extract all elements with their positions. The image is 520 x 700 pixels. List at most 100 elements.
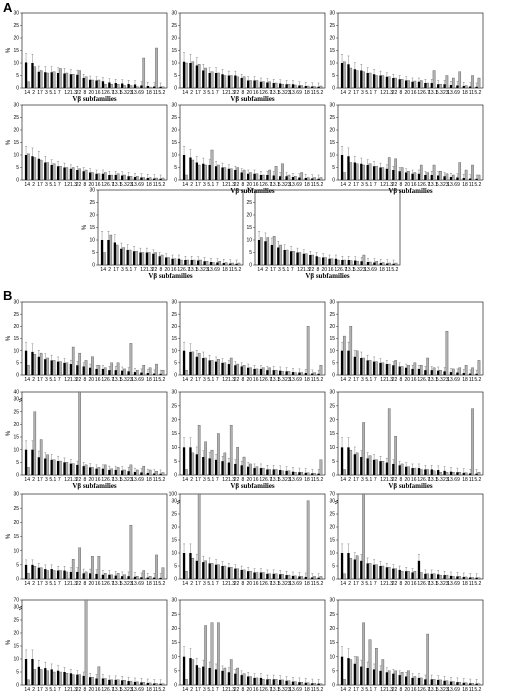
- bar-sample: [148, 469, 152, 476]
- y-tick-label: 10: [171, 61, 177, 67]
- bar-control: [340, 63, 344, 88]
- bar-control: [221, 461, 224, 475]
- bar-sample: [59, 68, 62, 89]
- bar-control: [31, 351, 34, 375]
- bar-control: [311, 473, 314, 475]
- plot-frame: [337, 599, 484, 686]
- bar-control: [108, 82, 111, 88]
- bar-sample: [381, 167, 385, 181]
- x-tick-label: 12: [417, 687, 423, 693]
- x-tick-label: 7: [216, 182, 219, 188]
- bar-sample: [343, 335, 346, 376]
- bar-control: [146, 577, 149, 579]
- bar-control: [469, 577, 472, 579]
- bar-control: [133, 177, 137, 180]
- y-tick-label: 30: [13, 397, 19, 403]
- bar-sample: [191, 159, 195, 181]
- y-tick-label: 25: [13, 506, 19, 512]
- x-tick-label: 21.3: [383, 90, 393, 96]
- bar-control: [266, 82, 269, 88]
- bar-sample: [142, 682, 146, 686]
- x-tick-label: 5.2: [158, 477, 165, 483]
- bar-sample: [471, 164, 474, 181]
- bar-sample: [160, 254, 164, 266]
- bar-control: [475, 373, 478, 375]
- bar-sample: [191, 61, 195, 89]
- bar-control: [95, 80, 98, 88]
- x-tick-label: 20: [247, 581, 253, 587]
- x-tick-label: 5.3: [436, 377, 443, 383]
- bar-control: [424, 83, 427, 88]
- x-tick-label: 23: [127, 477, 133, 483]
- bar-sample: [375, 564, 378, 580]
- bar-sample: [91, 172, 94, 181]
- x-tick-label: 18: [146, 377, 152, 383]
- x-tick-label: 5.2: [474, 182, 481, 188]
- bar-sample: [300, 372, 304, 376]
- x-tick-label: 23: [203, 267, 209, 273]
- bar-sample: [46, 162, 49, 181]
- bar-sample: [413, 571, 417, 580]
- bar-sample: [218, 261, 222, 266]
- bar-control: [24, 350, 28, 375]
- bar-control: [272, 83, 275, 88]
- y-tick-label: 5: [16, 563, 19, 569]
- bar-control: [108, 469, 111, 475]
- bar-control: [266, 469, 269, 475]
- bar-control: [266, 175, 269, 180]
- bar-sample: [210, 149, 214, 181]
- bar-sample: [242, 76, 246, 89]
- bar-sample: [426, 573, 429, 580]
- bar-sample: [413, 362, 417, 376]
- bar-sample: [33, 157, 37, 181]
- x-tick-label: 13.6: [289, 90, 299, 96]
- x-tick-label: 2: [348, 90, 351, 96]
- x-tick-label: 17: [353, 377, 359, 383]
- x-tick-label: 16: [253, 477, 259, 483]
- bar-sample: [65, 673, 69, 686]
- bar-control: [159, 473, 162, 475]
- bar-control: [353, 559, 357, 579]
- bar-control: [285, 176, 288, 180]
- x-tick-label: 1: [222, 90, 225, 96]
- bar-control: [197, 260, 200, 265]
- x-tick-label: 9: [141, 687, 144, 693]
- bar-sample: [78, 352, 81, 376]
- x-tick-label: 2: [32, 687, 35, 693]
- x-tick-label: 12: [259, 182, 265, 188]
- x-tick-label: 5.2: [158, 90, 165, 96]
- bar-control: [202, 457, 205, 475]
- x-tick-label: 13.1: [112, 182, 122, 188]
- x-tick-label: 18: [379, 267, 385, 273]
- bar-control: [291, 471, 295, 475]
- bar-sample: [229, 659, 233, 686]
- x-tick-label: 22: [76, 477, 82, 483]
- x-tick-label: 20: [89, 90, 95, 96]
- bar-sample: [304, 253, 308, 266]
- x-tick-label: 5.1: [365, 182, 372, 188]
- bar-control: [360, 70, 363, 88]
- bar-control: [214, 669, 218, 685]
- bar-sample: [445, 331, 449, 376]
- x-tick-label: 1: [222, 377, 225, 383]
- x-tick-label: 6.7: [265, 182, 272, 188]
- x-tick-label: 12: [334, 267, 340, 273]
- bar-sample: [52, 671, 56, 686]
- x-tick-label: 3: [45, 581, 48, 587]
- bar-control: [469, 473, 472, 475]
- y-tick-label: 15: [246, 225, 252, 231]
- bar-control: [140, 372, 143, 375]
- y-tick-label: 5: [174, 165, 177, 171]
- y-tick-label: 10: [171, 348, 177, 354]
- bar-control: [195, 454, 199, 475]
- bar-sample: [27, 81, 30, 89]
- bar-control: [404, 676, 408, 685]
- x-tick-label: 5.2: [158, 687, 165, 693]
- bar-control: [279, 574, 282, 579]
- x-tick-label: 22: [392, 182, 398, 188]
- bar-control: [202, 70, 205, 88]
- x-tick-label: 18: [304, 477, 310, 483]
- x-tick-label: 8: [83, 687, 86, 693]
- bar-control: [411, 81, 414, 88]
- bar-sample: [400, 366, 404, 376]
